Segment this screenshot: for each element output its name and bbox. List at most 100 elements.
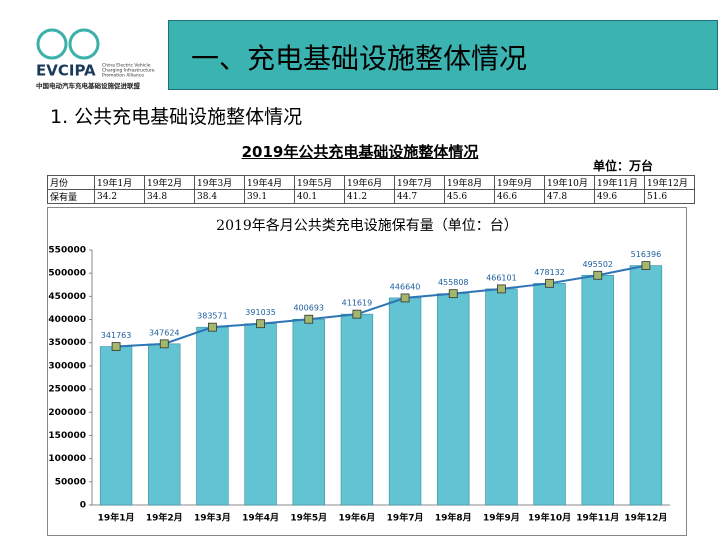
table-title: 2019年公共充电基础设施整体情况 — [241, 143, 479, 161]
bar — [533, 283, 566, 506]
logo-english: China Electric Vehicle — [102, 63, 151, 69]
line-marker — [159, 339, 169, 349]
chart: 2019年各月公共类充电设施保有量（单位：台） 0 50000 100000 1500… — [47, 207, 687, 536]
table-cell: 49.6 — [594, 189, 645, 204]
x-tick-label: 19年1月 — [98, 512, 135, 524]
logo-english: Promotion Alliance — [102, 73, 144, 79]
line-marker — [448, 289, 458, 299]
table-row: 月份 19年1月 19年2月 19年3月 19年4月 19年5月 19年6月 19年7月 19年… — [47, 175, 695, 190]
data-label: 495502 — [582, 260, 613, 269]
table-cell: 34.2 — [94, 189, 145, 204]
table-unit: 单位：万台 — [593, 159, 654, 173]
table-cell: 19年6月 — [344, 175, 395, 190]
x-tick-label: 19年10月 — [528, 512, 571, 524]
line-marker — [352, 309, 362, 319]
logo: EVCIPA China Electric Vehicle Charging I… — [36, 28, 155, 90]
data-label: 341763 — [101, 331, 132, 340]
bar — [292, 318, 325, 506]
data-label: 391035 — [245, 308, 276, 317]
table-cell: 19年7月 — [394, 175, 445, 190]
x-tick-label: 19年8月 — [435, 512, 472, 524]
table-row: 保有量 34.2 34.8 38.4 39.1 40.1 41.2 44.7 45.6 46.6 4… — [47, 189, 695, 204]
line-marker — [111, 342, 121, 351]
line-marker — [545, 278, 554, 288]
line-marker — [641, 261, 651, 270]
table-cell: 19年5月 — [294, 175, 345, 190]
table-cell: 19年10月 — [544, 175, 595, 190]
y-tick-label: 200000 — [48, 408, 86, 418]
logo-chinese: 中国电动汽车充电基础设施促进联盟 — [36, 81, 141, 90]
y-tick-label: 250000 — [48, 385, 86, 395]
table-cell: 19年11月 — [594, 175, 645, 190]
table-cell: 47.8 — [544, 189, 595, 204]
data-label: 478132 — [534, 268, 565, 277]
line — [116, 264, 647, 348]
table-cell: 月份 — [47, 175, 95, 190]
line-marker — [497, 284, 506, 294]
logo-name: EVCIPA — [36, 62, 96, 80]
line-marker — [304, 314, 314, 324]
bar — [148, 343, 181, 506]
bar — [340, 313, 374, 506]
logo-icon — [68, 28, 100, 60]
table-cell: 46.6 — [494, 189, 545, 204]
data-label: 466101 — [486, 273, 517, 282]
logo-icon — [36, 28, 68, 60]
data-table: 月份 19年1月 19年2月 19年3月 19年4月 19年5月 19年6月 19年7月 19年… — [47, 175, 695, 204]
bar — [388, 297, 422, 506]
bar — [196, 326, 229, 506]
bar — [485, 288, 518, 506]
y-tick-label: 300000 — [48, 361, 86, 371]
logo-english: Charging Infrastructure — [102, 68, 155, 74]
table-cell: 19年8月 — [444, 175, 495, 190]
x-tick-label: 19年7月 — [387, 512, 424, 524]
y-tick-label: 550000 — [48, 246, 86, 256]
table-cell: 保有量 — [47, 189, 95, 204]
y-tick-label: 50000 — [55, 477, 86, 487]
y-tick-label: 350000 — [48, 338, 86, 348]
x-tick-label: 19年11月 — [576, 512, 619, 524]
x-tick-label: 19年3月 — [194, 512, 231, 524]
x-tick-label: 19年5月 — [290, 512, 327, 524]
bar — [99, 346, 133, 506]
y-tick-label: 100000 — [48, 454, 86, 464]
bar — [629, 265, 663, 506]
table-cell: 39.1 — [244, 189, 295, 204]
table-cell: 34.8 — [144, 189, 195, 204]
table-cell: 19年12月 — [644, 175, 695, 190]
header-title: 一、充电基础设施整体情况 — [191, 42, 528, 75]
table-cell: 19年9月 — [494, 175, 545, 190]
chart-title: 2019年各月公共类充电设施保有量（单位：台） — [216, 218, 518, 234]
table-cell: 44.7 — [394, 189, 445, 204]
x-tick-label: 19年4月 — [242, 512, 279, 524]
data-label: 516396 — [631, 250, 662, 259]
table-cell: 19年3月 — [194, 175, 245, 190]
x-tick-label: 19年9月 — [483, 512, 520, 524]
table-cell: 45.6 — [444, 189, 495, 204]
table-cell: 51.6 — [644, 189, 695, 204]
line-marker — [400, 293, 410, 303]
bar — [244, 323, 277, 506]
data-label: 400693 — [293, 304, 324, 313]
table-cell: 38.4 — [194, 189, 245, 204]
section-title: 1. 公共充电基础设施整体情况 — [50, 106, 303, 128]
line-marker — [208, 322, 217, 332]
y-tick-label: 150000 — [48, 431, 86, 441]
data-label: 383571 — [197, 312, 228, 321]
x-tick-label: 19年2月 — [146, 512, 183, 524]
y-tick-label: 0 — [80, 501, 86, 511]
line-marker — [593, 270, 603, 280]
table-cell: 19年1月 — [94, 175, 145, 190]
data-label: 411619 — [342, 299, 373, 308]
data-label: 455808 — [438, 278, 469, 287]
y-tick-label: 500000 — [48, 269, 86, 279]
table-cell: 40.1 — [294, 189, 345, 204]
x-tick-label: 19年12月 — [624, 512, 667, 524]
bar — [581, 274, 614, 506]
header-banner: 一、充电基础设施整体情况 — [168, 20, 718, 90]
y-tick-label: 400000 — [48, 315, 86, 325]
bar — [437, 293, 470, 506]
data-label: 347624 — [149, 328, 180, 337]
table-cell: 19年2月 — [144, 175, 195, 190]
